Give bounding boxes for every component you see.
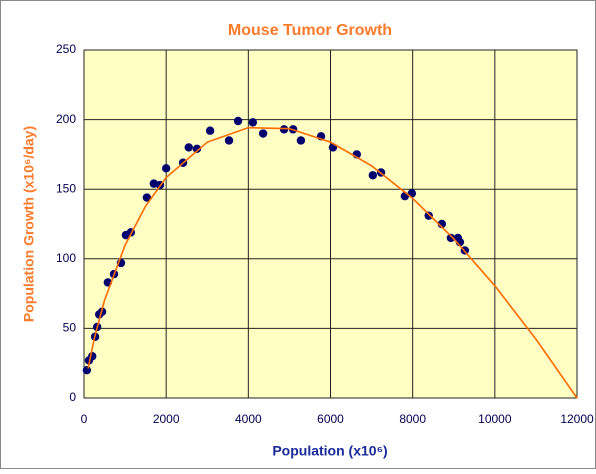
- x-tick-label: 10000: [478, 412, 512, 426]
- data-point: [446, 233, 456, 243]
- data-point: [248, 118, 258, 127]
- chart-title: Mouse Tumor Growth: [228, 22, 392, 39]
- y-axis-title: Population Growth (x10⁶/day): [21, 126, 37, 322]
- x-tick-label: 6000: [317, 412, 344, 426]
- x-tick-label: 2000: [153, 412, 180, 426]
- x-tick-label: 4000: [235, 412, 262, 426]
- data-point: [224, 136, 234, 145]
- data-point: [205, 126, 215, 135]
- data-point: [192, 144, 202, 154]
- y-tick-label: 50: [63, 321, 77, 335]
- y-tick-label: 150: [56, 181, 76, 195]
- y-tick-label: 200: [56, 112, 76, 126]
- x-tick-label: 12000: [560, 412, 594, 426]
- data-point: [258, 129, 268, 138]
- x-axis-title: Population (x10⁶): [272, 443, 387, 459]
- data-point: [161, 164, 171, 173]
- x-tick-label: 8000: [399, 412, 426, 426]
- y-tick-label: 0: [69, 390, 76, 404]
- data-point: [142, 193, 152, 202]
- data-point: [424, 211, 433, 220]
- data-point: [296, 136, 306, 145]
- fit-curve: [87, 126, 578, 399]
- y-tick-label: 100: [56, 251, 76, 265]
- data-point: [368, 171, 378, 180]
- data-point: [184, 143, 193, 152]
- data-point: [82, 365, 92, 375]
- x-tick-label: 0: [81, 412, 88, 426]
- y-tick-label: 250: [56, 42, 76, 56]
- data-point: [279, 125, 289, 134]
- data-point: [233, 116, 243, 126]
